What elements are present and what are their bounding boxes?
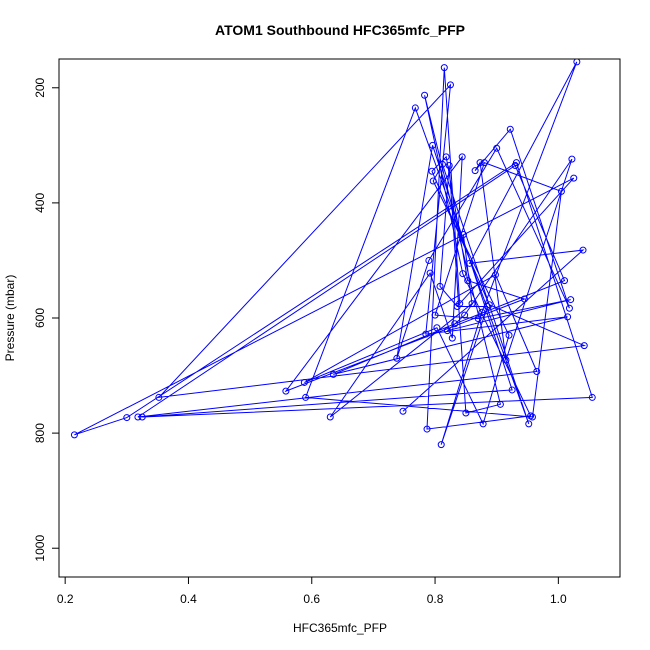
x-tick-label: 0.6 xyxy=(303,592,320,606)
data-point xyxy=(433,324,441,332)
data-point xyxy=(70,431,78,439)
data-point xyxy=(506,125,514,133)
data-point xyxy=(438,160,446,168)
data-point xyxy=(451,320,459,328)
data-point xyxy=(443,327,451,335)
data-point xyxy=(580,342,588,350)
data-point xyxy=(525,420,533,428)
data-point xyxy=(564,313,572,321)
data-point xyxy=(573,59,581,66)
y-axis-label: Pressure (mbar) xyxy=(3,275,17,362)
data-point xyxy=(528,413,536,421)
data-point xyxy=(155,393,163,401)
data-point xyxy=(468,300,476,308)
data-point xyxy=(527,412,535,420)
data-point xyxy=(459,270,467,278)
data-point xyxy=(461,311,469,319)
data-point xyxy=(446,81,454,89)
data-point xyxy=(496,400,504,408)
data-point xyxy=(502,356,510,364)
data-point xyxy=(429,141,437,149)
y-tick-label: 800 xyxy=(33,423,47,443)
data-point xyxy=(561,277,569,285)
data-point xyxy=(466,259,474,267)
data-point xyxy=(478,308,486,316)
data-point xyxy=(138,413,146,421)
data-point xyxy=(520,295,528,303)
data-point xyxy=(579,246,587,254)
data-point xyxy=(588,393,596,401)
data-point xyxy=(512,159,520,167)
data-point xyxy=(399,407,407,415)
chart-title: ATOM1 Southbound HFC365mfc_PFP xyxy=(215,22,465,38)
x-tick-label: 0.8 xyxy=(427,592,444,606)
data-point xyxy=(570,174,578,182)
data-point xyxy=(421,91,429,99)
data-point xyxy=(393,354,401,362)
data-point xyxy=(485,301,493,309)
x-tick-label: 1.0 xyxy=(550,592,567,606)
series-line xyxy=(74,61,593,445)
data-point xyxy=(568,155,576,163)
x-tick-label: 0.4 xyxy=(180,592,197,606)
data-point xyxy=(134,413,142,421)
data-point xyxy=(423,425,431,433)
x-axis: 0.2 0.4 0.6 0.8 1.0 xyxy=(57,576,567,606)
data-point xyxy=(326,413,334,421)
data-point xyxy=(425,256,433,264)
data-point xyxy=(491,271,499,279)
data-point xyxy=(411,104,419,112)
y-tick-label: 400 xyxy=(33,193,47,213)
data-point xyxy=(479,420,487,428)
data-point xyxy=(567,296,575,304)
data-point xyxy=(458,153,466,161)
data-point xyxy=(483,302,491,310)
data-point xyxy=(431,311,439,319)
data-point xyxy=(329,370,337,378)
data-point xyxy=(300,378,308,386)
data-point xyxy=(448,334,456,342)
data-point xyxy=(493,144,501,152)
data-point xyxy=(565,304,573,312)
data-point xyxy=(436,282,444,290)
data-point xyxy=(462,409,470,417)
y-tick-label: 600 xyxy=(33,308,47,328)
data-point xyxy=(476,159,484,167)
data-point xyxy=(464,277,472,285)
y-tick-label: 200 xyxy=(33,77,47,97)
plot-area xyxy=(70,59,596,449)
data-point xyxy=(440,64,448,72)
y-tick-label: 1000 xyxy=(33,535,47,562)
data-point xyxy=(426,269,434,277)
data-point xyxy=(302,393,310,401)
y-axis: 200 400 600 800 1000 xyxy=(33,77,60,562)
data-point xyxy=(422,330,430,338)
data-point xyxy=(471,167,479,175)
data-point xyxy=(429,177,437,185)
data-point xyxy=(459,231,467,239)
data-point xyxy=(474,315,482,323)
data-point xyxy=(445,161,453,169)
plot-frame xyxy=(58,58,621,578)
data-point xyxy=(282,387,290,395)
data-point xyxy=(456,300,464,308)
data-point xyxy=(533,368,541,376)
data-point xyxy=(557,187,565,195)
data-point xyxy=(123,414,131,422)
data-point xyxy=(508,386,516,394)
data-point xyxy=(437,441,445,449)
data-point xyxy=(480,159,488,167)
data-point xyxy=(505,331,513,339)
data-point xyxy=(428,167,436,175)
x-axis-label: HFC365mfc_PFP xyxy=(293,621,387,635)
x-tick-label: 0.2 xyxy=(57,592,74,606)
data-point xyxy=(442,153,450,161)
